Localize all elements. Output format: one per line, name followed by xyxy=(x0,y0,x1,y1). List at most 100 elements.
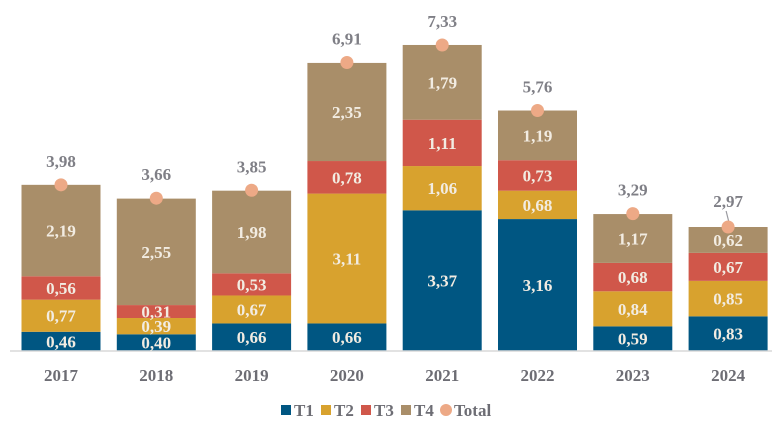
bar-segment-t4-2017 xyxy=(21,184,101,277)
data-label-t4-2024: 0,62 xyxy=(713,231,743,250)
data-label-t4-2023: 1,17 xyxy=(618,229,648,248)
bar-segment-t1-2020 xyxy=(307,323,387,351)
total-label-2023: 3,29 xyxy=(618,181,648,200)
bar-segment-t4-2020 xyxy=(307,62,387,162)
bar-segment-t2-2021 xyxy=(402,166,482,211)
total-label-2018: 3,66 xyxy=(141,165,171,184)
x-tick-label-2018: 2018 xyxy=(139,366,173,385)
data-label-t4-2019: 1,98 xyxy=(237,223,267,242)
data-label-t3-2020: 0,78 xyxy=(332,168,362,187)
data-label-t4-2021: 1,79 xyxy=(427,73,457,92)
data-label-t2-2020: 3,11 xyxy=(332,250,361,269)
bar-segment-t2-2019 xyxy=(212,295,292,324)
bar-segment-t3-2021 xyxy=(402,119,482,167)
x-tick-label-2019: 2019 xyxy=(235,366,269,385)
bar-segment-t4-2023 xyxy=(593,214,673,263)
data-label-t1-2022: 3,16 xyxy=(523,276,553,295)
data-label-t1-2020: 0,66 xyxy=(332,328,362,347)
bar-segment-t1-2018 xyxy=(116,334,196,351)
bar-segment-t4-2019 xyxy=(212,190,292,274)
data-label-t4-2017: 2,19 xyxy=(46,222,76,241)
data-label-t1-2021: 3,37 xyxy=(427,272,457,291)
data-label-t1-2017: 0,46 xyxy=(46,332,76,351)
bar-segment-t3-2020 xyxy=(307,161,387,194)
x-tick-label-2022: 2022 xyxy=(521,366,555,385)
legend-swatch-t3 xyxy=(361,405,371,415)
data-label-t2-2023: 0,84 xyxy=(618,300,648,319)
total-marker-2019 xyxy=(245,183,259,197)
data-label-t4-2020: 2,35 xyxy=(332,103,362,122)
bars-layer xyxy=(21,44,768,351)
bar-segment-t3-2018 xyxy=(116,305,196,319)
total-marker-2017 xyxy=(54,178,68,192)
data-label-t1-2023: 0,59 xyxy=(618,330,648,349)
legend-label-t2: T2 xyxy=(334,401,354,420)
data-label-t2-2021: 1,06 xyxy=(427,179,457,198)
labels-layer: 0,46 0,77 0,56 2,19 3,98 2017 0,400,390,31 2,55… xyxy=(44,12,746,385)
data-label-t2-2017: 0,77 xyxy=(46,307,76,326)
total-marker-2024 xyxy=(721,220,735,234)
total-marker-2020 xyxy=(340,56,354,70)
data-label-t2-2022: 0,68 xyxy=(523,196,553,215)
bar-segment-t1-2017 xyxy=(21,331,101,351)
data-label-t3-2024: 0,67 xyxy=(713,258,743,277)
data-label-t3-2019: 0,53 xyxy=(237,275,267,294)
legend: T1 T2 T3 T4 Total xyxy=(281,401,491,420)
legend-swatch-t2 xyxy=(321,405,331,415)
x-tick-label-2024: 2024 xyxy=(711,366,746,385)
bar-segment-t4-2018 xyxy=(116,198,196,306)
bar-segment-t2-2023 xyxy=(593,291,673,327)
bar-segment-t2-2024 xyxy=(688,280,768,317)
data-label-t1-2024: 0,83 xyxy=(713,325,743,344)
total-label-2024: 2,97 xyxy=(713,192,743,211)
bar-segment-t1-2023 xyxy=(593,326,673,351)
bar-segment-t3-2023 xyxy=(593,262,673,292)
x-tick-label-2023: 2023 xyxy=(616,366,650,385)
bar-segment-t2-2018 xyxy=(116,318,196,335)
legend-swatch-t1 xyxy=(281,405,291,415)
bar-segment-t4-2022 xyxy=(498,110,577,161)
legend-label-t3: T3 xyxy=(374,401,394,420)
total-marker-2023 xyxy=(626,207,640,221)
x-tick-label-2017: 2017 xyxy=(44,366,79,385)
bar-segment-t2-2020 xyxy=(307,193,387,324)
data-label-t3-2022: 0,73 xyxy=(523,166,553,185)
bar-segment-t3-2019 xyxy=(212,273,292,296)
data-label-t3-2021: 1,11 xyxy=(428,134,457,153)
bar-segment-t3-2017 xyxy=(21,276,101,300)
total-marker-2021 xyxy=(435,38,449,52)
x-tick-label-2021: 2021 xyxy=(425,366,459,385)
total-label-2017: 3,98 xyxy=(46,152,76,171)
data-label-t2-2019: 0,67 xyxy=(237,300,267,319)
data-label-t2-2024: 0,85 xyxy=(713,290,743,309)
data-label-t3-2023: 0,68 xyxy=(618,268,648,287)
total-label-2021: 7,33 xyxy=(427,12,457,31)
legend-swatch-total xyxy=(440,404,452,416)
legend-label-t1: T1 xyxy=(294,401,314,420)
bar-segment-t4-2021 xyxy=(402,44,482,120)
bar-segment-t2-2017 xyxy=(21,299,101,332)
bar-segment-t1-2019 xyxy=(212,323,292,351)
bar-segment-t3-2022 xyxy=(498,160,577,191)
legend-label-total: Total xyxy=(454,401,491,420)
bar-segment-t1-2021 xyxy=(402,210,482,351)
data-label-t1-2019: 0,66 xyxy=(237,328,267,347)
total-marker-2022 xyxy=(531,104,544,118)
total-label-2020: 6,91 xyxy=(332,30,362,49)
x-tick-label-2020: 2020 xyxy=(330,366,364,385)
data-label-t4-2018: 2,55 xyxy=(141,243,171,262)
data-label-t3-2017: 0,56 xyxy=(46,279,76,298)
bar-segment-t2-2022 xyxy=(498,190,577,220)
total-label-2019: 3,85 xyxy=(237,157,267,176)
data-label-t2-2018: 0,39 xyxy=(141,317,171,336)
bar-segment-t1-2024 xyxy=(688,316,768,351)
total-marker-2018 xyxy=(149,191,163,205)
legend-swatch-t4 xyxy=(401,405,411,415)
bar-segment-t3-2024 xyxy=(688,252,768,281)
data-label-t4-2022: 1,19 xyxy=(523,126,553,145)
data-label-t3-2018: 0,31 xyxy=(141,303,171,322)
bar-segment-t1-2022 xyxy=(498,219,577,351)
total-label-2022: 5,76 xyxy=(523,78,553,97)
legend-label-t4: T4 xyxy=(414,401,434,420)
